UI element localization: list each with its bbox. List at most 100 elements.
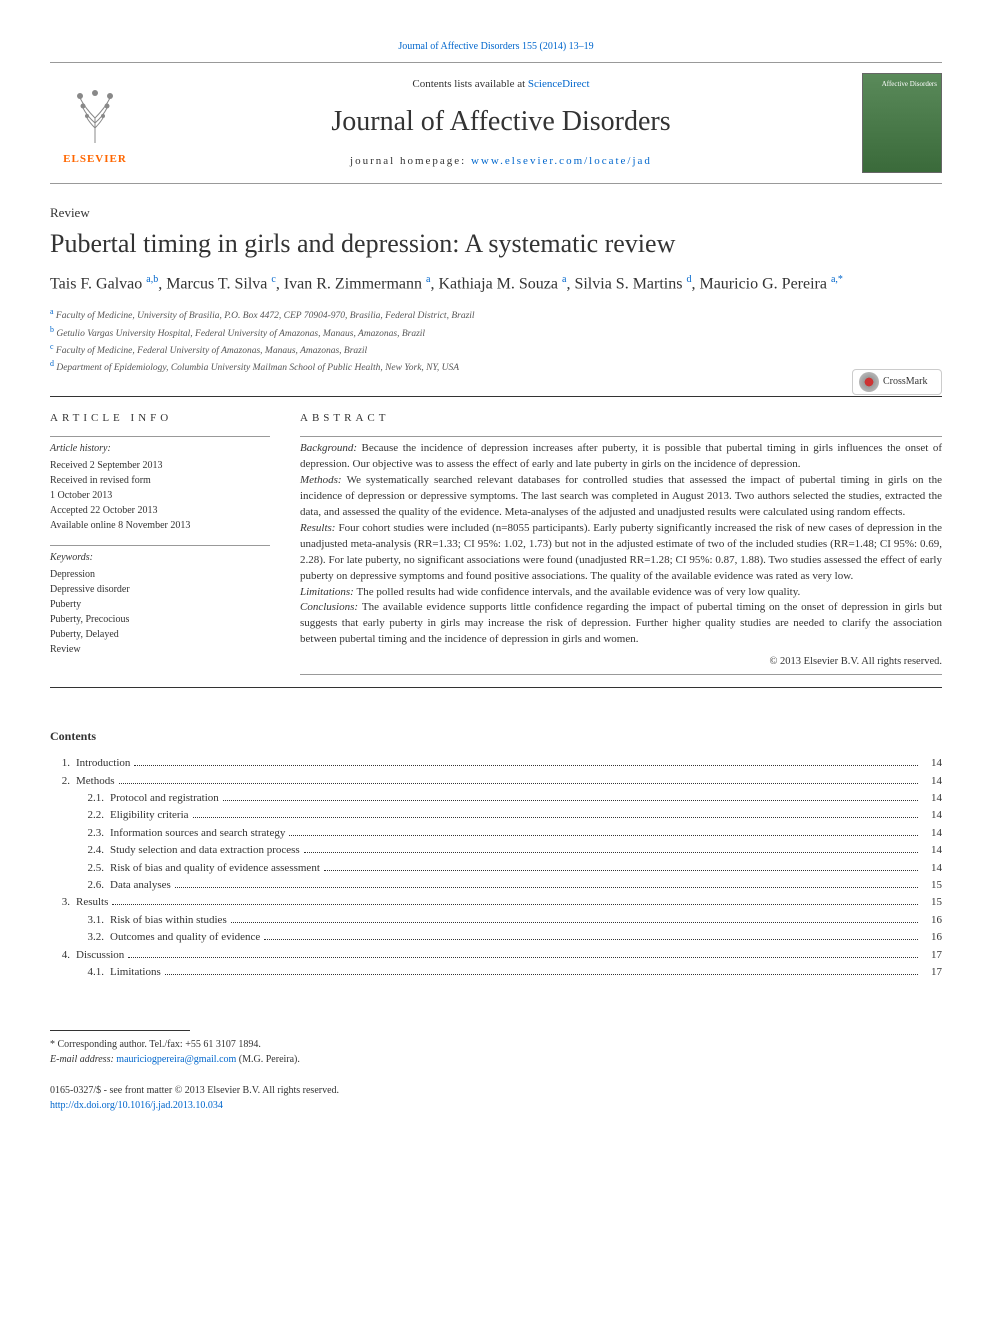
abstract-conclusions-text: The available evidence supports little c… (300, 601, 942, 645)
toc-page: 14 (922, 774, 942, 789)
toc-dots (165, 974, 918, 975)
journal-name: Journal of Affective Disorders (140, 102, 862, 141)
toc-row[interactable]: 1. Introduction 14 (50, 756, 942, 771)
abstract-limitations-label: Limitations: (300, 586, 357, 598)
keyword: Depression (50, 567, 270, 582)
toc-row[interactable]: 3.2. Outcomes and quality of evidence 16 (50, 930, 942, 945)
keywords-block: Keywords: DepressionDepressive disorderP… (50, 550, 270, 657)
journal-homepage-line: journal homepage: www.elsevier.com/locat… (140, 154, 862, 169)
toc-row[interactable]: 2. Methods 14 (50, 774, 942, 789)
toc-row[interactable]: 4. Discussion 17 (50, 948, 942, 963)
abstract-results-text: Four cohort studies were included (n=805… (300, 522, 942, 582)
homepage-link[interactable]: www.elsevier.com/locate/jad (471, 155, 652, 167)
toc-page: 17 (922, 948, 942, 963)
journal-citation-link[interactable]: Journal of Affective Disorders 155 (2014… (398, 41, 593, 52)
history-line: Received 2 September 2013 (50, 458, 270, 473)
toc-label: Outcomes and quality of evidence (110, 930, 260, 945)
abstract-heading: ABSTRACT (300, 411, 942, 426)
toc-label: Information sources and search strategy (110, 826, 285, 841)
affiliations-list: a Faculty of Medicine, University of Bra… (50, 306, 942, 376)
toc-dots (264, 939, 918, 940)
toc-row[interactable]: 2.4. Study selection and data extraction… (50, 843, 942, 858)
toc-num: 2.5. (50, 861, 110, 876)
abstract-limitations-text: The polled results had wide confidence i… (357, 586, 801, 598)
toc-label: Limitations (110, 965, 161, 980)
abstract-bg-text: Because the incidence of depression incr… (300, 442, 942, 470)
toc-page: 15 (922, 895, 942, 910)
toc-label: Results (76, 895, 108, 910)
toc-page: 16 (922, 913, 942, 928)
toc-dots (304, 852, 918, 853)
toc-row[interactable]: 2.1. Protocol and registration 14 (50, 791, 942, 806)
abstract-bg-label: Background: (300, 442, 362, 454)
toc-num: 3.2. (50, 930, 110, 945)
toc-dots (223, 800, 918, 801)
keyword: Puberty, Precocious (50, 612, 270, 627)
toc-page: 14 (922, 826, 942, 841)
toc-row[interactable]: 2.5. Risk of bias and quality of evidenc… (50, 861, 942, 876)
abstract-methods-label: Methods: (300, 474, 347, 486)
toc-label: Study selection and data extraction proc… (110, 843, 300, 858)
toc-page: 14 (922, 791, 942, 806)
table-of-contents: 1. Introduction 14 2. Methods 14 2.1. Pr… (50, 756, 942, 980)
divider (50, 436, 270, 437)
email-label: E-mail address: (50, 1054, 116, 1065)
contents-heading: Contents (50, 728, 942, 745)
keyword: Puberty, Delayed (50, 627, 270, 642)
history-header: Article history: (50, 441, 270, 456)
toc-dots (324, 870, 918, 871)
abstract-conclusions-label: Conclusions: (300, 601, 362, 613)
divider (50, 396, 942, 397)
crossmark-icon (859, 372, 879, 392)
toc-num: 3.1. (50, 913, 110, 928)
toc-row[interactable]: 3. Results 15 (50, 895, 942, 910)
keyword: Puberty (50, 597, 270, 612)
abstract-column: ABSTRACT Background: Because the inciden… (300, 411, 942, 679)
toc-page: 15 (922, 878, 942, 893)
toc-row[interactable]: 2.2. Eligibility criteria 14 (50, 808, 942, 823)
divider (50, 545, 270, 546)
toc-label: Risk of bias within studies (110, 913, 227, 928)
toc-dots (128, 957, 918, 958)
elsevier-tree-icon (65, 78, 125, 148)
toc-row[interactable]: 2.6. Data analyses 15 (50, 878, 942, 893)
journal-header: ELSEVIER Contents lists available at Sci… (50, 62, 942, 184)
issn-line: 0165-0327/$ - see front matter © 2013 El… (50, 1083, 942, 1098)
toc-row[interactable]: 4.1. Limitations 17 (50, 965, 942, 980)
toc-dots (112, 904, 918, 905)
toc-num: 2.2. (50, 808, 110, 823)
sciencedirect-link[interactable]: ScienceDirect (528, 78, 590, 90)
email-link[interactable]: mauriciogpereira@gmail.com (116, 1054, 236, 1065)
contents-prefix: Contents lists available at (412, 78, 527, 90)
toc-row[interactable]: 3.1. Risk of bias within studies 16 (50, 913, 942, 928)
history-line: Received in revised form (50, 473, 270, 488)
toc-num: 2.6. (50, 878, 110, 893)
toc-label: Risk of bias and quality of evidence ass… (110, 861, 320, 876)
keyword: Depressive disorder (50, 582, 270, 597)
affiliation: c Faculty of Medicine, Federal Universit… (50, 341, 942, 358)
article-history: Article history: Received 2 September 20… (50, 441, 270, 533)
toc-num: 4.1. (50, 965, 110, 980)
toc-row[interactable]: 2.3. Information sources and search stra… (50, 826, 942, 841)
toc-label: Data analyses (110, 878, 171, 893)
doi-link[interactable]: http://dx.doi.org/10.1016/j.jad.2013.10.… (50, 1100, 223, 1111)
toc-num: 2.1. (50, 791, 110, 806)
divider (50, 687, 942, 688)
toc-page: 16 (922, 930, 942, 945)
crossmark-label: CrossMark (883, 375, 927, 389)
toc-dots (193, 817, 918, 818)
abstract-methods-text: We systematically searched relevant data… (300, 474, 942, 518)
keywords-header: Keywords: (50, 550, 270, 565)
toc-num: 2.3. (50, 826, 110, 841)
article-type: Review (50, 204, 942, 222)
divider (300, 674, 942, 675)
journal-cover-thumbnail: Affective Disorders (862, 73, 942, 173)
history-line: Accepted 22 October 2013 (50, 503, 270, 518)
article-info-heading: ARTICLE INFO (50, 411, 270, 426)
crossmark-badge[interactable]: CrossMark (852, 369, 942, 395)
toc-num: 2. (50, 774, 76, 789)
toc-page: 14 (922, 843, 942, 858)
article-title: Pubertal timing in girls and depression:… (50, 228, 942, 259)
history-line: 1 October 2013 (50, 488, 270, 503)
toc-num: 3. (50, 895, 76, 910)
